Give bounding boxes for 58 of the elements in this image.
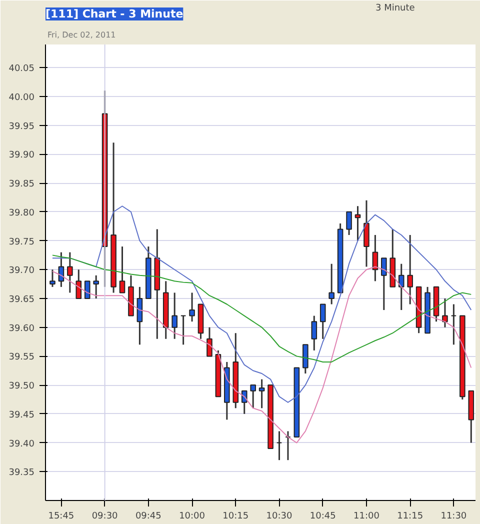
candlestick (442, 298, 448, 328)
x-tick-label: 09:30 (92, 512, 118, 522)
candlestick (136, 286, 143, 346)
y-tick-label: 39.85 (8, 180, 34, 190)
text: 3 Minute (376, 4, 416, 14)
y-tick-label: 40.00 (8, 92, 35, 103)
y-tick-label: 39.35 (8, 468, 34, 478)
y-tick-label: 39.50 (8, 382, 35, 392)
candlestick (93, 274, 99, 300)
candlestick (276, 430, 282, 461)
x-tick-label: 09:45 (135, 512, 162, 522)
candlestick (346, 211, 352, 236)
candlestick (206, 326, 212, 357)
candlestick (241, 390, 248, 415)
y-tick-label: 40.05 (8, 64, 34, 74)
y-tick-label: 39.70 (8, 266, 35, 276)
candlestick (381, 257, 387, 311)
line-series (52, 206, 472, 403)
y-tick-label: 39.80 (8, 208, 35, 218)
candlestick (172, 292, 178, 340)
chart-title: [111] Chart - 3 Minute (46, 8, 184, 20)
x-tick-label: 11:30 (440, 512, 467, 522)
candlestick (450, 303, 457, 346)
candlestick (302, 344, 308, 374)
candlestick (285, 430, 291, 461)
candlestick (364, 200, 370, 268)
candlestick (84, 280, 90, 299)
candlestick (119, 246, 126, 294)
candlestick (354, 205, 361, 242)
y-tick-label: 39.45 (8, 410, 34, 420)
y-tick-label: 39.65 (8, 294, 34, 305)
candlestick (407, 234, 413, 305)
x-tick-label: 10:00 (179, 512, 206, 522)
x-tick-label: 10:30 (266, 512, 292, 522)
candlestick (311, 315, 318, 352)
y-tick-label: 39.95 (8, 122, 34, 132)
candlestick (50, 268, 56, 288)
candlestick (76, 268, 82, 300)
candlestick (250, 384, 256, 409)
x-tick-label: 15:45 (48, 512, 74, 522)
candlestick (67, 252, 73, 294)
candlestick (258, 378, 265, 409)
y-tick-label: 39.55 (8, 352, 34, 363)
y-tick-label: 39.40 (8, 439, 35, 450)
text: Fri, Dec 02, 2011 (48, 30, 116, 40)
y-tick-label: 39.75 (8, 237, 34, 248)
y-tick-label: 39.60 (8, 324, 35, 334)
candlestick (328, 263, 334, 305)
candlestick (398, 263, 404, 311)
x-tick-label: 11:00 (354, 512, 380, 522)
x-tick-label: 10:15 (222, 512, 249, 522)
line-series (52, 254, 472, 362)
candlestick (189, 292, 195, 322)
x-tick-label: 10:45 (310, 512, 336, 522)
x-tick-label: 11:15 (397, 512, 424, 522)
candlestick (320, 303, 326, 340)
candlestick (180, 315, 186, 346)
y-tick-label: 39.90 (8, 150, 35, 161)
